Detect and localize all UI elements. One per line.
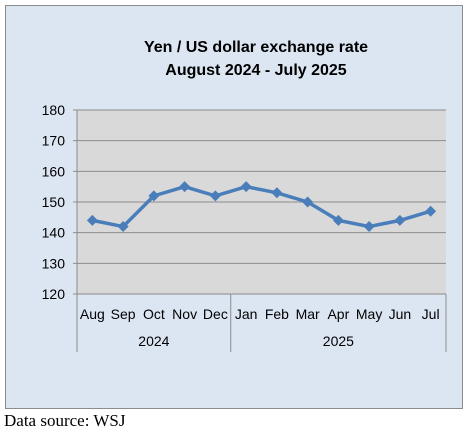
source-note: Data source: WSJ	[4, 411, 126, 430]
x-tick-label-jun: Jun	[389, 306, 412, 322]
x-tick-label-oct: Oct	[143, 306, 165, 322]
data-point-jul	[425, 205, 437, 217]
y-tick-label-180: 180	[42, 102, 66, 118]
y-tick-label-120: 120	[42, 286, 66, 302]
data-point-apr	[332, 214, 344, 226]
x-tick-label-nov: Nov	[172, 306, 197, 322]
x-tick-label-feb: Feb	[265, 306, 289, 322]
y-tick-label-150: 150	[42, 194, 66, 210]
x-tick-label-aug: Aug	[80, 306, 105, 322]
x-tick-label-apr: Apr	[327, 306, 349, 322]
x-tick-label-sep: Sep	[111, 306, 136, 322]
year-label-2024: 2024	[138, 333, 169, 349]
y-tick-label-160: 160	[42, 163, 66, 179]
data-point-dec	[209, 190, 221, 202]
y-tick-label-130: 130	[42, 255, 66, 271]
data-point-oct	[148, 190, 160, 202]
year-label-2025: 2025	[323, 333, 354, 349]
y-tick-label-170: 170	[42, 133, 66, 149]
x-tick-label-mar: Mar	[296, 306, 320, 322]
chart-title-line1: Yen / US dollar exchange rate	[144, 39, 368, 56]
data-point-aug	[86, 214, 98, 226]
data-point-nov	[179, 181, 191, 193]
x-tick-label-may: May	[356, 306, 382, 322]
chart-title-line2: August 2024 - July 2025	[165, 62, 347, 79]
data-point-sep	[117, 221, 129, 233]
data-point-jan	[240, 181, 252, 193]
series-line	[90, 184, 433, 229]
data-point-feb	[271, 187, 283, 199]
x-tick-label-jan: Jan	[235, 306, 258, 322]
data-point-jun	[394, 214, 406, 226]
data-point-may	[363, 221, 375, 233]
x-tick-label-jul: Jul	[422, 306, 440, 322]
x-tick-label-dec: Dec	[203, 306, 228, 322]
y-tick-label-140: 140	[42, 225, 66, 241]
data-point-mar	[302, 196, 314, 208]
